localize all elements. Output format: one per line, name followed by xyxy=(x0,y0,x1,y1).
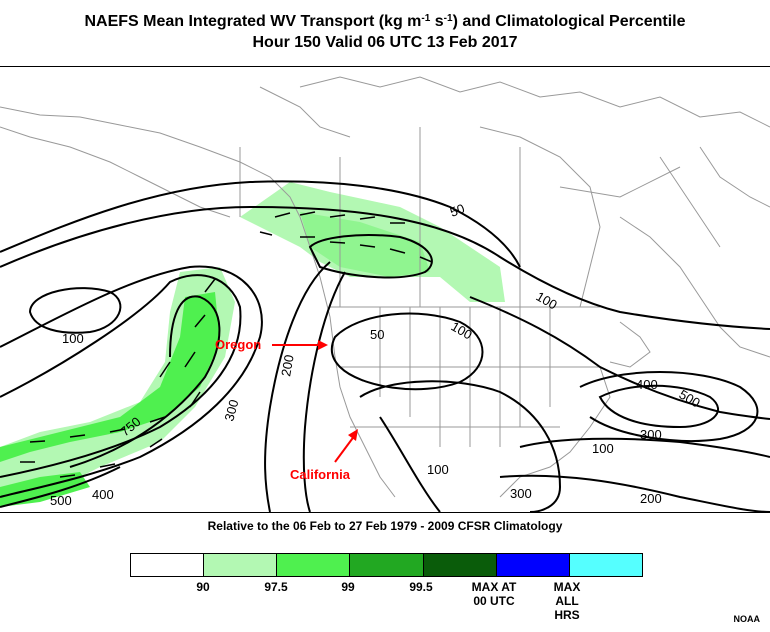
legend-swatch-99 xyxy=(350,554,424,576)
contour-label: 50 xyxy=(370,327,384,342)
ivt-map: 50 50 100 100 100 100 100 200 200 300 30… xyxy=(0,66,770,513)
oregon-label: Oregon xyxy=(215,337,261,352)
california-arrowhead xyxy=(348,429,358,441)
legend-label-90: 90 xyxy=(196,580,210,594)
contour-label: 300 xyxy=(221,398,241,423)
legend-label-max-00utc: MAX AT 00 UTC xyxy=(471,580,517,608)
legend-label-max-all: MAX ALL HRS xyxy=(553,580,581,622)
contour-label: 100 xyxy=(427,462,449,477)
percentile-legend xyxy=(130,553,643,577)
legend-swatch-97-5 xyxy=(277,554,351,576)
legend-swatch-max-all xyxy=(569,554,642,576)
chart-title-line2: Hour 150 Valid 06 UTC 13 Feb 2017 xyxy=(252,34,518,51)
contour-label: 200 xyxy=(640,491,662,506)
map-annotations: Oregon California xyxy=(215,337,358,482)
legend-swatch-99-5 xyxy=(423,554,497,576)
contour-label: 50 xyxy=(448,201,467,220)
chart-title-line1: NAEFS Mean Integrated WV Transport (kg m… xyxy=(84,13,686,30)
contour-label: 500 xyxy=(50,493,72,508)
noaa-credit: NOAA xyxy=(733,614,761,624)
contour-labels: 50 50 100 100 100 100 100 200 200 300 30… xyxy=(50,201,703,508)
contour-label: 400 xyxy=(636,377,658,392)
contour-label: 100 xyxy=(592,441,614,456)
legend-swatch-below-90 xyxy=(131,554,205,576)
contour-label: 200 xyxy=(278,354,297,378)
contour-label: 300 xyxy=(640,427,662,442)
california-arrow xyxy=(334,434,356,463)
contour-label: 100 xyxy=(534,289,560,313)
legend-swatch-max-00utc xyxy=(496,554,570,576)
contour-label: 300 xyxy=(510,486,532,501)
legend-swatch-90 xyxy=(204,554,278,576)
climatology-subtitle: Relative to the 06 Feb to 27 Feb 1979 - … xyxy=(207,519,563,533)
contour-label: 100 xyxy=(62,331,84,346)
percentile-shading xyxy=(0,182,505,507)
contour-label: 400 xyxy=(92,487,114,502)
legend-label-99: 99 xyxy=(341,580,355,594)
california-label: California xyxy=(290,467,351,482)
legend-label-97-5: 97.5 xyxy=(264,580,288,594)
contour-label: 100 xyxy=(449,319,475,343)
ivt-contours xyxy=(0,180,770,512)
oregon-arrowhead xyxy=(318,340,328,350)
legend-label-99-5: 99.5 xyxy=(409,580,433,594)
transport-vectors xyxy=(20,211,433,478)
